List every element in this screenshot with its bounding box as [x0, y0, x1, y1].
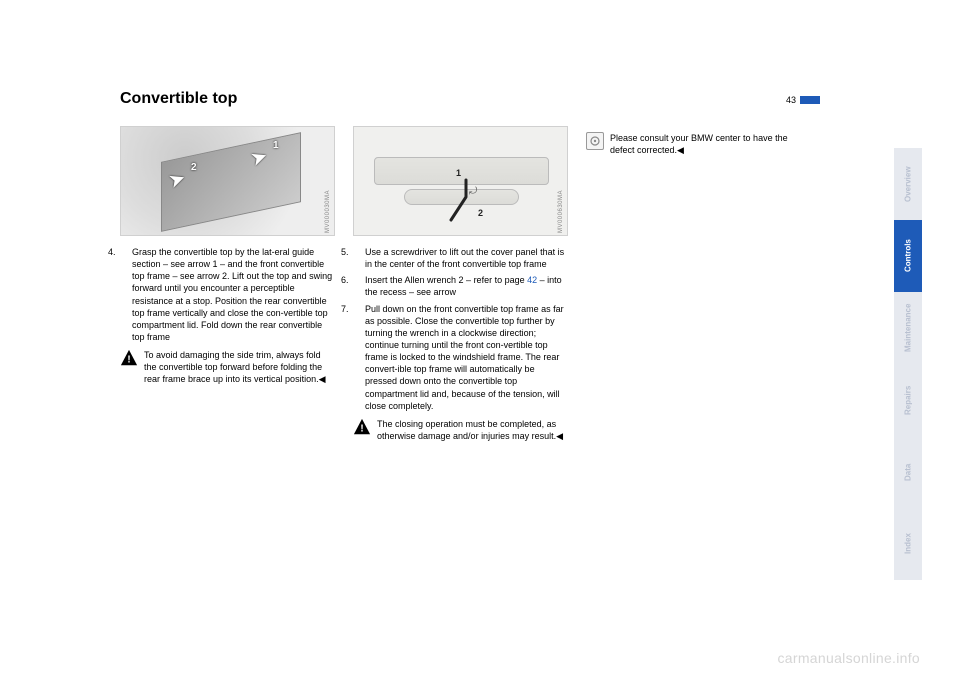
figure-2-label-1: 1 — [456, 167, 461, 179]
caution-icon: ! — [353, 418, 371, 436]
page-number-wrap: 43 — [786, 95, 820, 105]
column-1: ➤ 1 ➤ 2 MV000030MA 4.Grasp the convertib… — [120, 126, 335, 452]
figure-2-credit: MV000630MA — [557, 190, 565, 233]
figure-2-arrow: ⤾ — [469, 185, 477, 199]
step-6-text-a: Insert the Allen wrench 2 – refer to pag… — [365, 275, 527, 285]
figure-2: 1 ⤾ 2 MV000630MA — [353, 126, 568, 236]
caution-text-2: The closing operation must be completed,… — [377, 419, 556, 441]
page-title: Convertible top — [120, 90, 237, 108]
tab-repairs[interactable]: Repairs — [894, 364, 922, 436]
end-arrow-1: ◀ — [319, 374, 326, 384]
svg-text:!: ! — [127, 355, 130, 366]
end-arrow-2: ◀ — [556, 431, 563, 441]
note-icon — [586, 132, 604, 150]
tab-overview[interactable]: Overview — [894, 148, 922, 220]
step-6-num: 6. — [353, 274, 365, 286]
column-3: Please consult your BMW center to have t… — [586, 126, 801, 452]
figure-1-label-2: 2 — [191, 161, 197, 175]
caution-text-1: To avoid damaging the side trim, always … — [144, 350, 322, 384]
page-number: 43 — [786, 95, 796, 105]
step-5-num: 5. — [353, 246, 365, 258]
step-5-text: Use a screwdriver to lift out the cover … — [365, 247, 564, 269]
figure-1-label-1: 1 — [273, 139, 279, 153]
tab-controls[interactable]: Controls — [894, 220, 922, 292]
figure-1: ➤ 1 ➤ 2 MV000030MA — [120, 126, 335, 236]
tab-maintenance[interactable]: Maintenance — [894, 292, 922, 364]
note-text: Please consult your BMW center to have t… — [610, 133, 788, 155]
step-5: 5.Use a screwdriver to lift out the cove… — [365, 246, 568, 270]
figure-2-label-2: 2 — [478, 207, 483, 219]
caution-block-1: ! To avoid damaging the side trim, alway… — [120, 349, 335, 385]
step-7-text: Pull down on the front convertible top f… — [365, 304, 564, 411]
note-block: Please consult your BMW center to have t… — [586, 132, 801, 156]
step-4: 4.Grasp the convertible top by the lat-e… — [132, 246, 335, 343]
column-2: 1 ⤾ 2 MV000630MA 5.Use a screwdriver to … — [353, 126, 568, 452]
svg-text:!: ! — [360, 423, 363, 434]
step-7: 7.Pull down on the front convertible top… — [365, 303, 568, 412]
step-4-text: Grasp the convertible top by the lat-era… — [132, 247, 332, 342]
tab-index[interactable]: Index — [894, 508, 922, 580]
caution-block-2: ! The closing operation must be complete… — [353, 418, 568, 442]
page-accent-box — [800, 96, 820, 104]
figure-1-credit: MV000030MA — [324, 190, 332, 233]
page-link-42[interactable]: 42 — [527, 275, 537, 285]
step-7-num: 7. — [353, 303, 365, 315]
tab-data[interactable]: Data — [894, 436, 922, 508]
watermark: carmanualsonline.info — [778, 650, 921, 666]
side-tabs: Overview Controls Maintenance Repairs Da… — [894, 148, 922, 580]
end-arrow-3: ◀ — [677, 145, 684, 155]
step-6: 6.Insert the Allen wrench 2 – refer to p… — [365, 274, 568, 298]
caution-icon: ! — [120, 349, 138, 367]
step-4-num: 4. — [120, 246, 132, 258]
